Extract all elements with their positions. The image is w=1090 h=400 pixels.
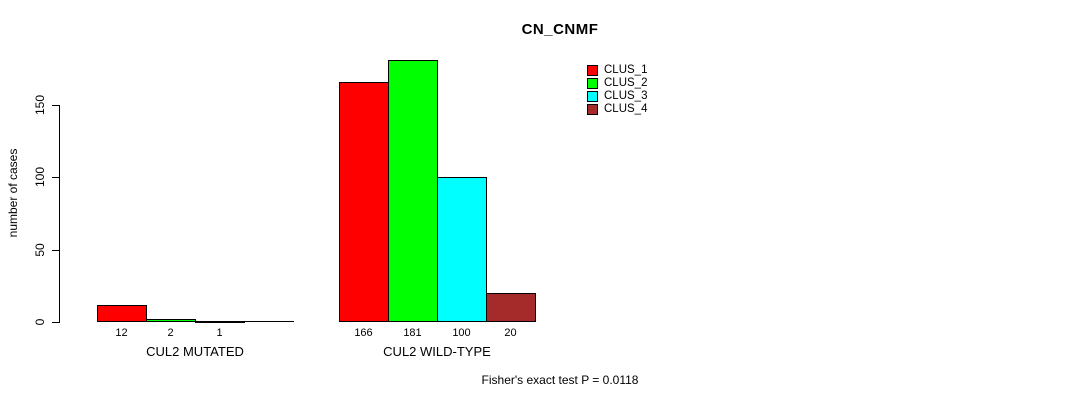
y-axis-label: number of cases (6, 148, 20, 238)
bar-cul2-wild-type-clus-1 (339, 81, 389, 322)
legend-swatch-clus-3 (587, 90, 598, 102)
legend-item-clus-1: CLUS_1 (587, 63, 648, 76)
legend-item-clus-2: CLUS_2 (587, 76, 648, 89)
y-tick-label-50: 50 (33, 242, 47, 257)
bar-count-label-cul2-wild-type-clus-1: 166 (354, 327, 373, 339)
fisher-test-annotation: Fisher's exact test P = 0.0118 (481, 373, 639, 387)
y-tick-label-150: 150 (33, 94, 47, 116)
bar-cul2-wild-type-clus-3 (437, 177, 487, 322)
legend-swatch-clus-1 (587, 64, 598, 76)
bar-count-label-cul2-mutated-clus-2: 2 (167, 327, 174, 339)
y-tick-mark-150 (52, 105, 59, 106)
bar-cul2-wild-type-clus-2 (388, 60, 438, 322)
legend-label-clus-2: CLUS_2 (604, 76, 648, 89)
group-label-cul2-wild-type: CUL2 WILD-TYPE (383, 344, 491, 359)
y-axis-line (59, 105, 60, 323)
legend-swatch-clus-2 (587, 77, 598, 89)
bar-count-label-cul2-wild-type-clus-3: 100 (452, 327, 471, 339)
bar-count-label-cul2-mutated-clus-3: 1 (216, 327, 223, 339)
bar-cul2-mutated-clus-2 (146, 319, 196, 322)
y-tick-mark-0 (52, 322, 59, 323)
legend-swatch-clus-4 (587, 103, 598, 115)
bar-cul2-wild-type-clus-4 (486, 293, 536, 322)
bar-count-label-cul2-wild-type-clus-2: 181 (403, 327, 422, 339)
y-tick-mark-50 (52, 249, 59, 251)
legend-label-clus-1: CLUS_1 (604, 63, 648, 76)
legend-item-clus-3: CLUS_3 (587, 89, 648, 102)
bar-count-label-cul2-mutated-clus-1: 12 (115, 327, 128, 339)
y-tick-label-0: 0 (33, 318, 47, 326)
bar-cul2-mutated-clus-1 (97, 304, 147, 322)
bar-count-label-cul2-wild-type-clus-4: 20 (504, 327, 517, 339)
legend-label-clus-3: CLUS_3 (604, 89, 648, 102)
y-tick-mark-100 (52, 177, 59, 179)
bar-cul2-mutated-clus-4 (244, 321, 294, 322)
bar-cul2-mutated-clus-3 (195, 320, 245, 323)
y-tick-label-100: 100 (33, 167, 47, 188)
group-label-cul2-mutated: CUL2 MUTATED (146, 344, 244, 359)
legend-item-clus-4: CLUS_4 (587, 102, 648, 115)
chart-title: CN_CNMF (521, 21, 599, 38)
legend-label-clus-4: CLUS_4 (604, 102, 648, 115)
